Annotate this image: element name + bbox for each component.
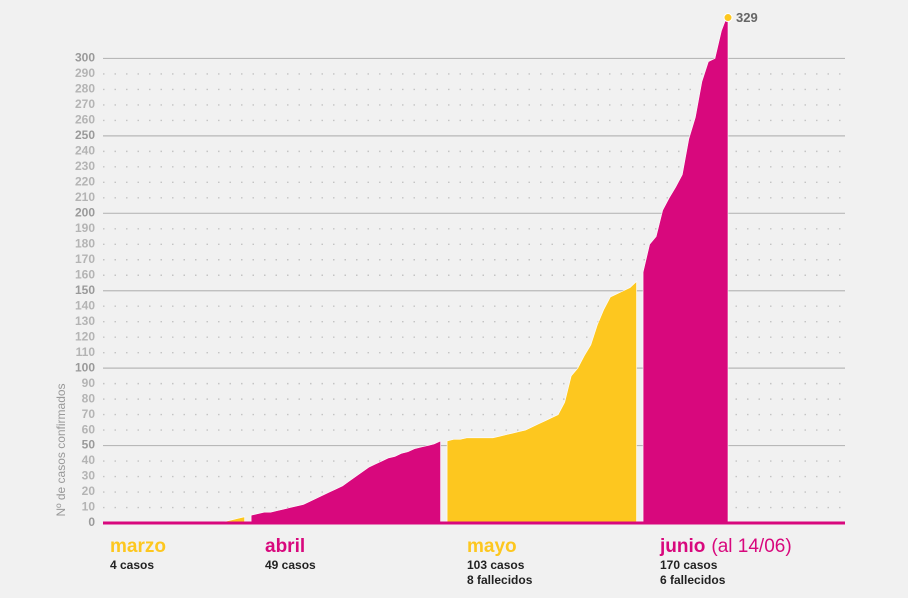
- month-name: mayo: [467, 536, 517, 557]
- month-label: abril: [265, 536, 305, 557]
- y-tick-label: 0: [88, 515, 95, 529]
- y-tick-label: 180: [75, 236, 95, 250]
- y-tick-label: 150: [75, 283, 95, 297]
- y-tick-label: 250: [75, 128, 95, 142]
- month-label: marzo: [110, 536, 166, 557]
- month-note: (al 14/06): [711, 536, 791, 557]
- y-tick-label: 240: [75, 144, 95, 158]
- month-summary: 4 casos: [110, 558, 154, 572]
- y-tick-label: 140: [75, 298, 95, 312]
- month-name: marzo: [110, 536, 166, 557]
- y-tick-label: 220: [75, 175, 95, 189]
- month-summary: 103 casos: [467, 558, 525, 572]
- y-axis-label: Nº de casos confirmados: [54, 383, 68, 516]
- y-tick-label: 20: [82, 484, 96, 498]
- area: [250, 440, 441, 524]
- y-tick-label: 10: [82, 500, 96, 514]
- y-tick-label: 80: [82, 391, 96, 405]
- y-tick-label: 270: [75, 97, 95, 111]
- y-tick-label: 170: [75, 252, 95, 266]
- area: [446, 280, 637, 524]
- y-tick-label: 200: [75, 205, 95, 219]
- y-tick-label: 260: [75, 113, 95, 127]
- y-tick-label: 30: [82, 469, 96, 483]
- area: [642, 13, 729, 524]
- y-tick-label: 130: [75, 314, 95, 328]
- month-name: junio: [659, 536, 705, 557]
- y-tick-label: 160: [75, 267, 95, 281]
- end-point: [723, 13, 733, 23]
- y-tick-label: 230: [75, 159, 95, 173]
- month-name: abril: [265, 536, 305, 557]
- month-summary: 170 casos: [660, 558, 718, 572]
- y-tick-label: 60: [82, 422, 96, 436]
- month-label: mayo: [467, 536, 517, 557]
- month-summary: 8 fallecidos: [467, 573, 533, 587]
- y-tick-label: 290: [75, 66, 95, 80]
- y-tick-label: 120: [75, 329, 95, 343]
- y-tick-label: 70: [82, 407, 96, 421]
- y-tick-label: 100: [75, 360, 95, 374]
- y-tick-label: 210: [75, 190, 95, 204]
- month-label: junio (al 14/06): [659, 536, 792, 557]
- month-summary: 49 casos: [265, 558, 316, 572]
- y-tick-label: 190: [75, 221, 95, 235]
- y-tick-label: 90: [82, 376, 96, 390]
- y-tick-label: 110: [76, 345, 96, 359]
- y-tick-label: 50: [82, 438, 96, 452]
- y-tick-label: 300: [75, 51, 95, 65]
- y-tick-label: 40: [82, 453, 96, 467]
- month-summary: 6 fallecidos: [660, 573, 726, 587]
- end-value-label: 329: [736, 10, 758, 25]
- y-tick-label: 280: [75, 82, 95, 96]
